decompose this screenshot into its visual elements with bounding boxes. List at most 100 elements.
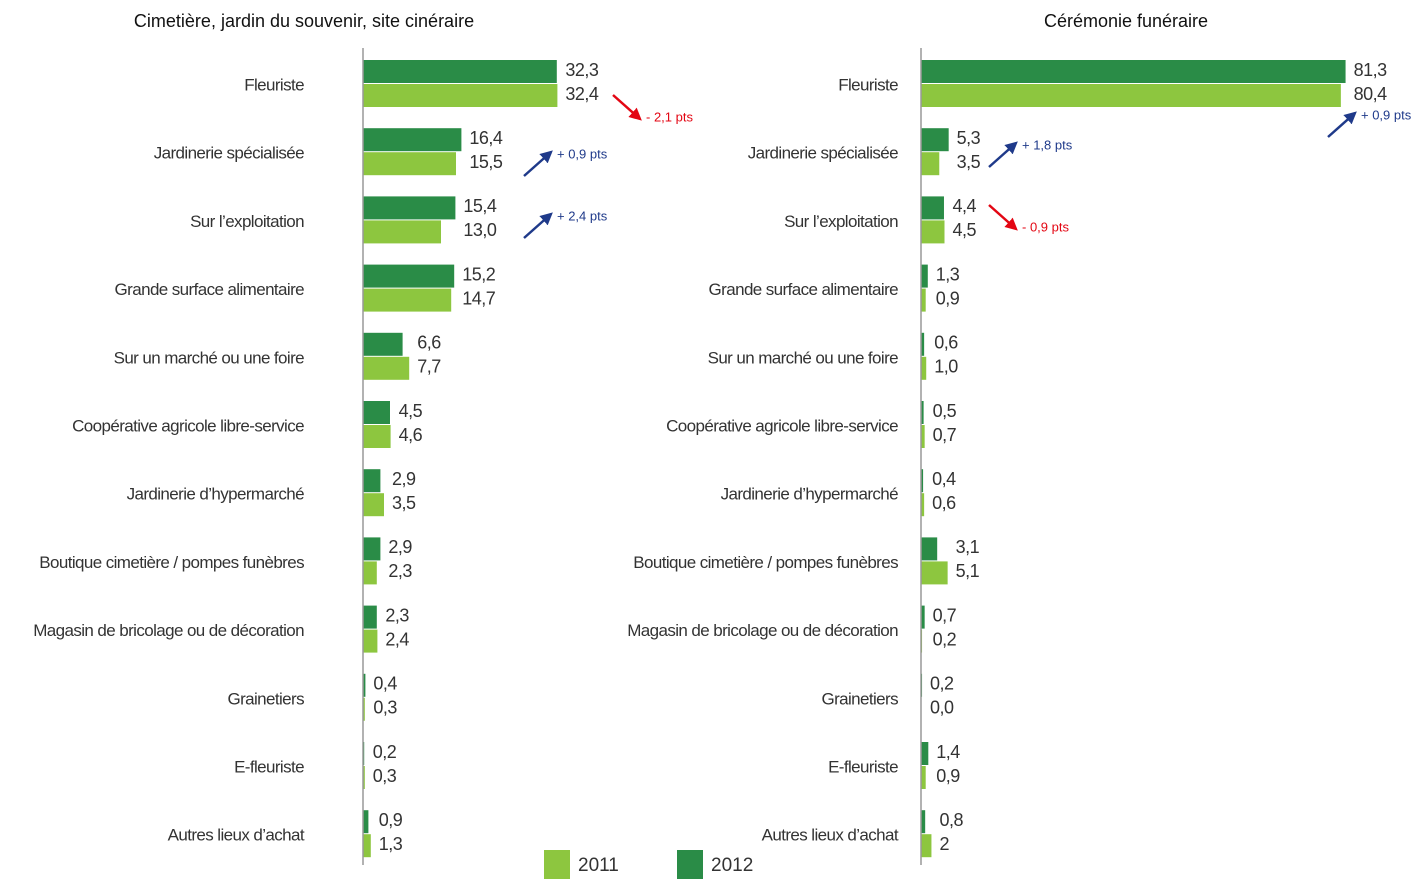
bar (921, 766, 926, 789)
chart-title: Cérémonie funéraire (1044, 11, 1208, 31)
bar (921, 60, 1346, 83)
category-label: Autres lieux d’achat (168, 826, 305, 845)
value-label: 80,4 (1354, 84, 1388, 104)
value-label: 13,0 (463, 220, 497, 240)
bar (363, 264, 455, 288)
legend-label: 2012 (711, 855, 753, 876)
value-label: 4,4 (953, 196, 977, 216)
bar (363, 766, 365, 789)
value-label: 1,0 (934, 357, 958, 377)
legend-swatch (544, 850, 570, 879)
bar (363, 493, 384, 517)
category-label: Sur un marché ou une foire (114, 348, 305, 367)
value-label: 3,5 (392, 493, 416, 513)
value-label: 14,7 (462, 288, 496, 308)
value-label: 32,4 (565, 84, 599, 104)
bar (363, 697, 365, 721)
category-label: Coopérative agricole libre-service (666, 416, 898, 435)
bar (921, 196, 944, 220)
category-label: Jardinerie spécialisée (154, 144, 304, 163)
value-label: 0,7 (933, 425, 957, 445)
value-label: 0,4 (932, 469, 956, 489)
category-label: E-fleuriste (828, 757, 898, 776)
bar (921, 264, 928, 288)
category-label: Magasin de bricolage ou de décoration (627, 621, 898, 640)
category-label: Jardinerie d’hypermarché (127, 485, 305, 504)
value-label: 0,7 (933, 605, 957, 625)
legend-swatch (677, 850, 703, 879)
bar (363, 128, 462, 152)
annotation-arrow (523, 212, 553, 239)
bar (363, 84, 558, 107)
value-label: 7,7 (417, 357, 441, 377)
category-label: Fleuriste (838, 75, 898, 94)
bar (921, 356, 927, 380)
legend-label: 2011 (578, 855, 619, 876)
bar (363, 152, 456, 176)
category-label: Jardinerie d’hypermarché (721, 485, 899, 504)
value-label: 3,5 (957, 152, 981, 172)
value-label: 2,4 (385, 629, 409, 649)
value-label: 5,1 (956, 561, 980, 581)
bar (921, 537, 938, 561)
value-label: 2,3 (385, 605, 409, 625)
category-label: Boutique cimetière / pompes funèbres (633, 553, 898, 572)
bar (921, 220, 945, 244)
bar (363, 60, 557, 83)
category-label: Sur l’exploitation (190, 212, 304, 231)
category-label: Magasin de bricolage ou de décoration (33, 621, 304, 640)
value-label: 0,4 (373, 674, 397, 694)
annotation: + 0,9 pts (557, 146, 608, 161)
annotation-arrow (988, 204, 1018, 231)
bar (921, 332, 925, 356)
value-label: 0,8 (939, 810, 963, 830)
bar (363, 288, 452, 312)
value-label: 1,3 (379, 834, 403, 854)
value-label: 2,9 (392, 469, 416, 489)
bar (921, 84, 1341, 107)
value-label: 4,5 (953, 220, 977, 240)
category-label: E-fleuriste (234, 757, 304, 776)
bar (921, 810, 926, 834)
bar (363, 629, 378, 653)
value-label: 6,6 (417, 333, 441, 353)
value-label: 2 (939, 834, 949, 854)
annotation-arrow (1327, 111, 1357, 138)
value-label: 0,3 (373, 698, 397, 718)
category-label: Autres lieux d’achat (762, 826, 899, 845)
bar (921, 288, 926, 312)
category-label: Grainetiers (821, 689, 898, 708)
value-label: 1,3 (936, 264, 960, 284)
annotation: - 2,1 pts (646, 109, 693, 124)
bar (921, 425, 925, 448)
value-label: 3,1 (956, 537, 980, 557)
bar (921, 834, 932, 858)
bar (363, 469, 381, 493)
bar (921, 561, 948, 585)
bar (363, 356, 410, 380)
annotation-arrow (988, 141, 1018, 168)
value-label: 0,9 (936, 766, 960, 786)
value-label: 15,2 (462, 264, 496, 284)
annotation-arrow (523, 150, 553, 177)
value-label: 0,6 (934, 333, 958, 353)
bar (363, 332, 403, 356)
bar (921, 401, 924, 424)
annotation: + 0,9 pts (1361, 107, 1412, 122)
bar (363, 834, 371, 858)
bar (363, 561, 377, 585)
bar (363, 425, 391, 448)
value-label: 81,3 (1354, 60, 1388, 80)
value-label: 0,2 (373, 742, 397, 762)
value-label: 0,3 (373, 766, 397, 786)
annotation-arrow (612, 94, 642, 121)
category-label: Sur l’exploitation (784, 212, 898, 231)
bar (363, 196, 456, 220)
annotation: + 2,4 pts (557, 208, 608, 223)
value-label: 0,0 (930, 698, 954, 718)
value-label: 1,4 (936, 742, 960, 762)
category-label: Grainetiers (227, 689, 304, 708)
annotation: - 0,9 pts (1022, 219, 1069, 234)
value-label: 32,3 (565, 60, 599, 80)
